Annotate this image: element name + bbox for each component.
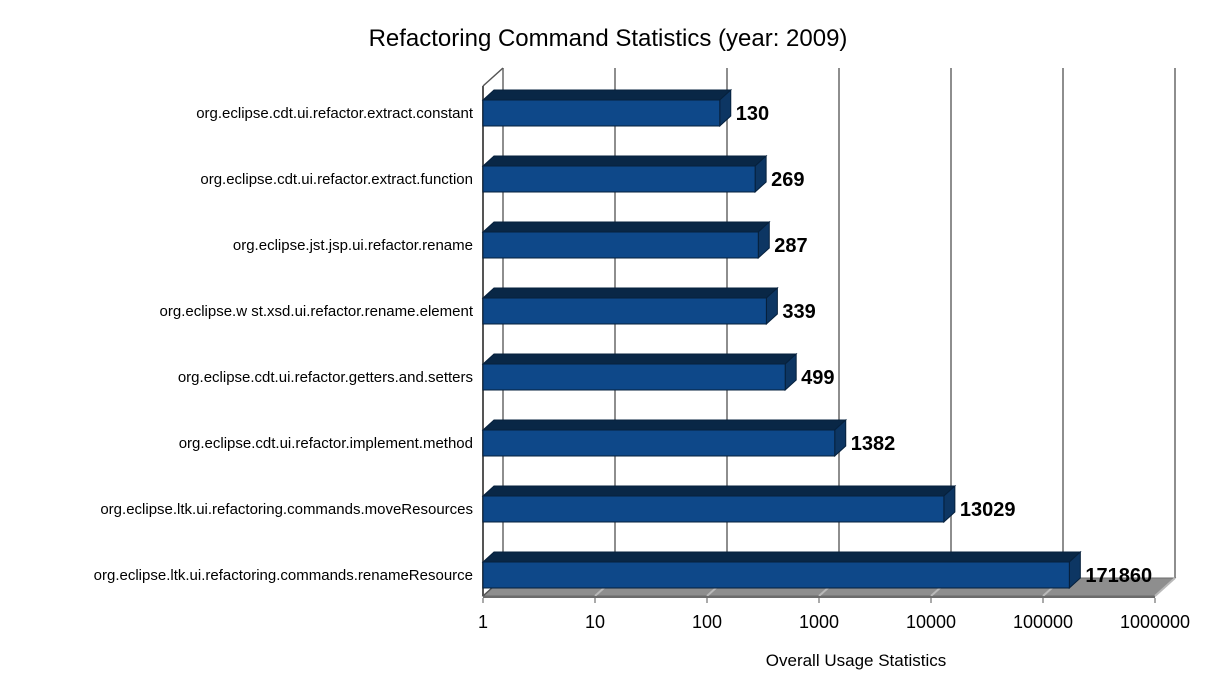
- category-label: org.eclipse.w st.xsd.ui.refactor.rename.…: [160, 303, 474, 320]
- bar-front-face: [482, 429, 836, 457]
- bar-front-face: [482, 363, 786, 391]
- axis-3d-top-edge: [482, 67, 504, 87]
- bar-value-label: 130: [736, 103, 769, 125]
- bar-top-face: [481, 155, 768, 167]
- bar-front-face: [482, 99, 721, 127]
- x-tick-label: 1: [478, 612, 488, 632]
- bar: [481, 418, 848, 458]
- bar-top-face: [481, 221, 771, 233]
- bar: [481, 286, 779, 326]
- bar-top-face: [481, 287, 779, 299]
- category-label: org.eclipse.cdt.ui.refactor.implement.me…: [179, 435, 473, 452]
- bar: [481, 154, 768, 194]
- x-tick-label: 100000: [1013, 612, 1073, 632]
- bar-top-face: [481, 485, 957, 497]
- bar-value-label: 13029: [960, 499, 1016, 521]
- bar-top-face: [481, 89, 733, 101]
- bars-layer: [481, 88, 1082, 590]
- x-tick-label: 10000: [906, 612, 956, 632]
- bar-value-label: 171860: [1085, 565, 1152, 587]
- bar-front-face: [482, 297, 767, 325]
- bar: [481, 484, 957, 524]
- category-label: org.eclipse.ltk.ui.refactoring.commands.…: [100, 501, 473, 518]
- x-tick-label: 1000000: [1120, 612, 1190, 632]
- x-tick-label: 1000: [799, 612, 839, 632]
- category-label: org.eclipse.cdt.ui.refactor.extract.func…: [200, 171, 473, 188]
- bar: [481, 352, 798, 392]
- category-label: org.eclipse.cdt.ui.refactor.getters.and.…: [178, 369, 473, 386]
- bar-front-face: [482, 231, 759, 259]
- bar-value-label: 339: [782, 301, 815, 323]
- bar-value-label: 269: [771, 169, 804, 191]
- bar: [481, 550, 1082, 590]
- x-axis-title: Overall Usage Statistics: [766, 651, 946, 670]
- labels-layer: 130 org.eclipse.cdt.ui.refactor.extract.c…: [94, 103, 1190, 632]
- category-label: org.eclipse.cdt.ui.refactor.extract.cons…: [196, 105, 474, 122]
- bar-front-face: [482, 165, 756, 193]
- category-label: org.eclipse.ltk.ui.refactoring.commands.…: [94, 567, 473, 584]
- bar: [481, 88, 733, 128]
- bar-top-face: [481, 551, 1082, 563]
- x-tick-label: 10: [585, 612, 605, 632]
- bar-top-face: [481, 353, 798, 365]
- bar-value-label: 287: [774, 235, 807, 257]
- chart-title: Refactoring Command Statistics (year: 20…: [369, 25, 848, 52]
- bar-value-label: 1382: [851, 433, 896, 455]
- category-label: org.eclipse.jst.jsp.ui.refactor.rename: [233, 237, 473, 254]
- bar-front-face: [482, 561, 1070, 589]
- bar-front-face: [482, 495, 945, 523]
- bar: [481, 220, 771, 260]
- x-tick-label: 100: [692, 612, 722, 632]
- floor-gridline: [1154, 577, 1176, 597]
- bar-value-label: 499: [801, 367, 834, 389]
- bar-top-face: [481, 419, 848, 431]
